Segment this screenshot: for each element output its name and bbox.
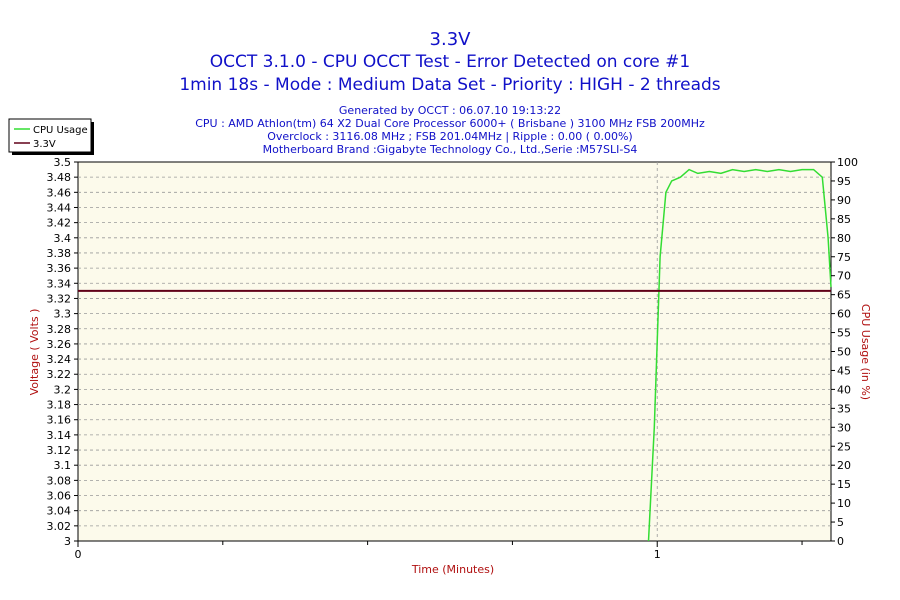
y-tick-label-right: 25 (837, 440, 851, 453)
y-tick-label-left: 3.14 (47, 429, 72, 442)
y-tick-label-right: 10 (837, 497, 851, 510)
y-tick-label-left: 3.38 (47, 247, 72, 260)
y-tick-label-left: 3.02 (47, 520, 72, 533)
chart-title: 3.3V (430, 29, 472, 50)
info-generated: Generated by OCCT : 06.07.10 19:13:22 (339, 104, 561, 117)
chart-subtitle-1: OCCT 3.1.0 - CPU OCCT Test - Error Detec… (210, 52, 690, 72)
y-tick-label-right: 65 (837, 289, 851, 302)
y-tick-label-right: 40 (837, 383, 851, 396)
y-tick-label-right: 20 (837, 459, 851, 472)
y-tick-label-left: 3.5 (54, 156, 72, 169)
y-tick-label-right: 100 (837, 156, 858, 169)
y-tick-label-left: 3.4 (54, 232, 72, 245)
y-tick-label-left: 3.2 (54, 383, 72, 396)
y-tick-label-left: 3.46 (47, 186, 72, 199)
y-tick-label-left: 3.08 (47, 474, 72, 487)
y-tick-label-left: 3.16 (47, 414, 72, 427)
y-tick-label-right: 35 (837, 402, 851, 415)
tick-labels: 3 3.02 3.04 3.06 3.08 3.1 3.12 3.14 3.16 3.18 3.2 3… (47, 156, 859, 561)
y-tick-label-right: 85 (837, 213, 851, 226)
y-tick-label-left: 3.42 (47, 217, 72, 230)
y-tick-label-left: 3.34 (47, 277, 72, 290)
y-axis-label-left: Voltage ( Volts ) (28, 309, 41, 396)
y-tick-label-left: 3.32 (47, 292, 72, 305)
legend: CPU Usage 3.3V (8, 118, 94, 155)
y-tick-label-right: 5 (837, 516, 844, 529)
y-tick-label-left: 3.26 (47, 338, 72, 351)
plot-area (77, 161, 832, 542)
y-tick-label-right: 45 (837, 364, 851, 377)
series-line-cpu-usage (647, 168, 832, 542)
legend-label-cpu-usage: CPU Usage (33, 125, 88, 136)
y-axis-label-right: CPU Usage (in %) (859, 304, 872, 400)
y-tick-label-right: 95 (837, 175, 851, 188)
y-tick-label-left: 3.3 (54, 308, 72, 321)
y-tick-label-left: 3.36 (47, 262, 72, 275)
y-tick-label-left: 3.44 (47, 201, 72, 214)
chart-subtitle-2: 1min 18s - Mode : Medium Data Set - Prio… (179, 75, 720, 95)
y-tick-label-left: 3.48 (47, 171, 72, 184)
y-tick-label-left: 3.04 (47, 505, 72, 518)
y-tick-label-right: 80 (837, 232, 851, 245)
x-tick-label: 0 (75, 548, 82, 561)
y-tick-label-left: 3.1 (54, 459, 72, 472)
y-tick-label-right: 55 (837, 327, 851, 340)
y-tick-label-right: 70 (837, 270, 851, 283)
y-tick-label-right: 30 (837, 421, 851, 434)
y-tick-label-right: 75 (837, 251, 851, 264)
y-tick-label-left: 3.06 (47, 490, 72, 503)
y-tick-label-right: 50 (837, 346, 851, 359)
info-motherboard: Motherboard Brand :Gigabyte Technology C… (263, 143, 638, 156)
legend-label-voltage: 3.3V (33, 139, 56, 150)
x-tick-label: 1 (654, 548, 661, 561)
y-tick-label-left: 3 (64, 535, 71, 548)
y-tick-label-left: 3.18 (47, 399, 72, 412)
y-tick-label-right: 0 (837, 535, 844, 548)
x-axis-label: Time (Minutes) (411, 563, 494, 576)
legend-box (8, 118, 92, 153)
y-tick-label-left: 3.12 (47, 444, 72, 457)
y-tick-label-left: 3.28 (47, 323, 72, 336)
series-layer (78, 168, 832, 542)
y-tick-label-right: 60 (837, 308, 851, 321)
info-cpu: CPU : AMD Athlon(tm) 64 X2 Dual Core Pro… (195, 117, 705, 130)
y-tick-label-left: 3.22 (47, 368, 72, 381)
y-tick-label-left: 3.24 (47, 353, 72, 366)
y-tick-label-right: 15 (837, 478, 851, 491)
info-overclock: Overclock : 3116.08 MHz ; FSB 201.04MHz … (267, 130, 632, 143)
y-tick-label-right: 90 (837, 194, 851, 207)
